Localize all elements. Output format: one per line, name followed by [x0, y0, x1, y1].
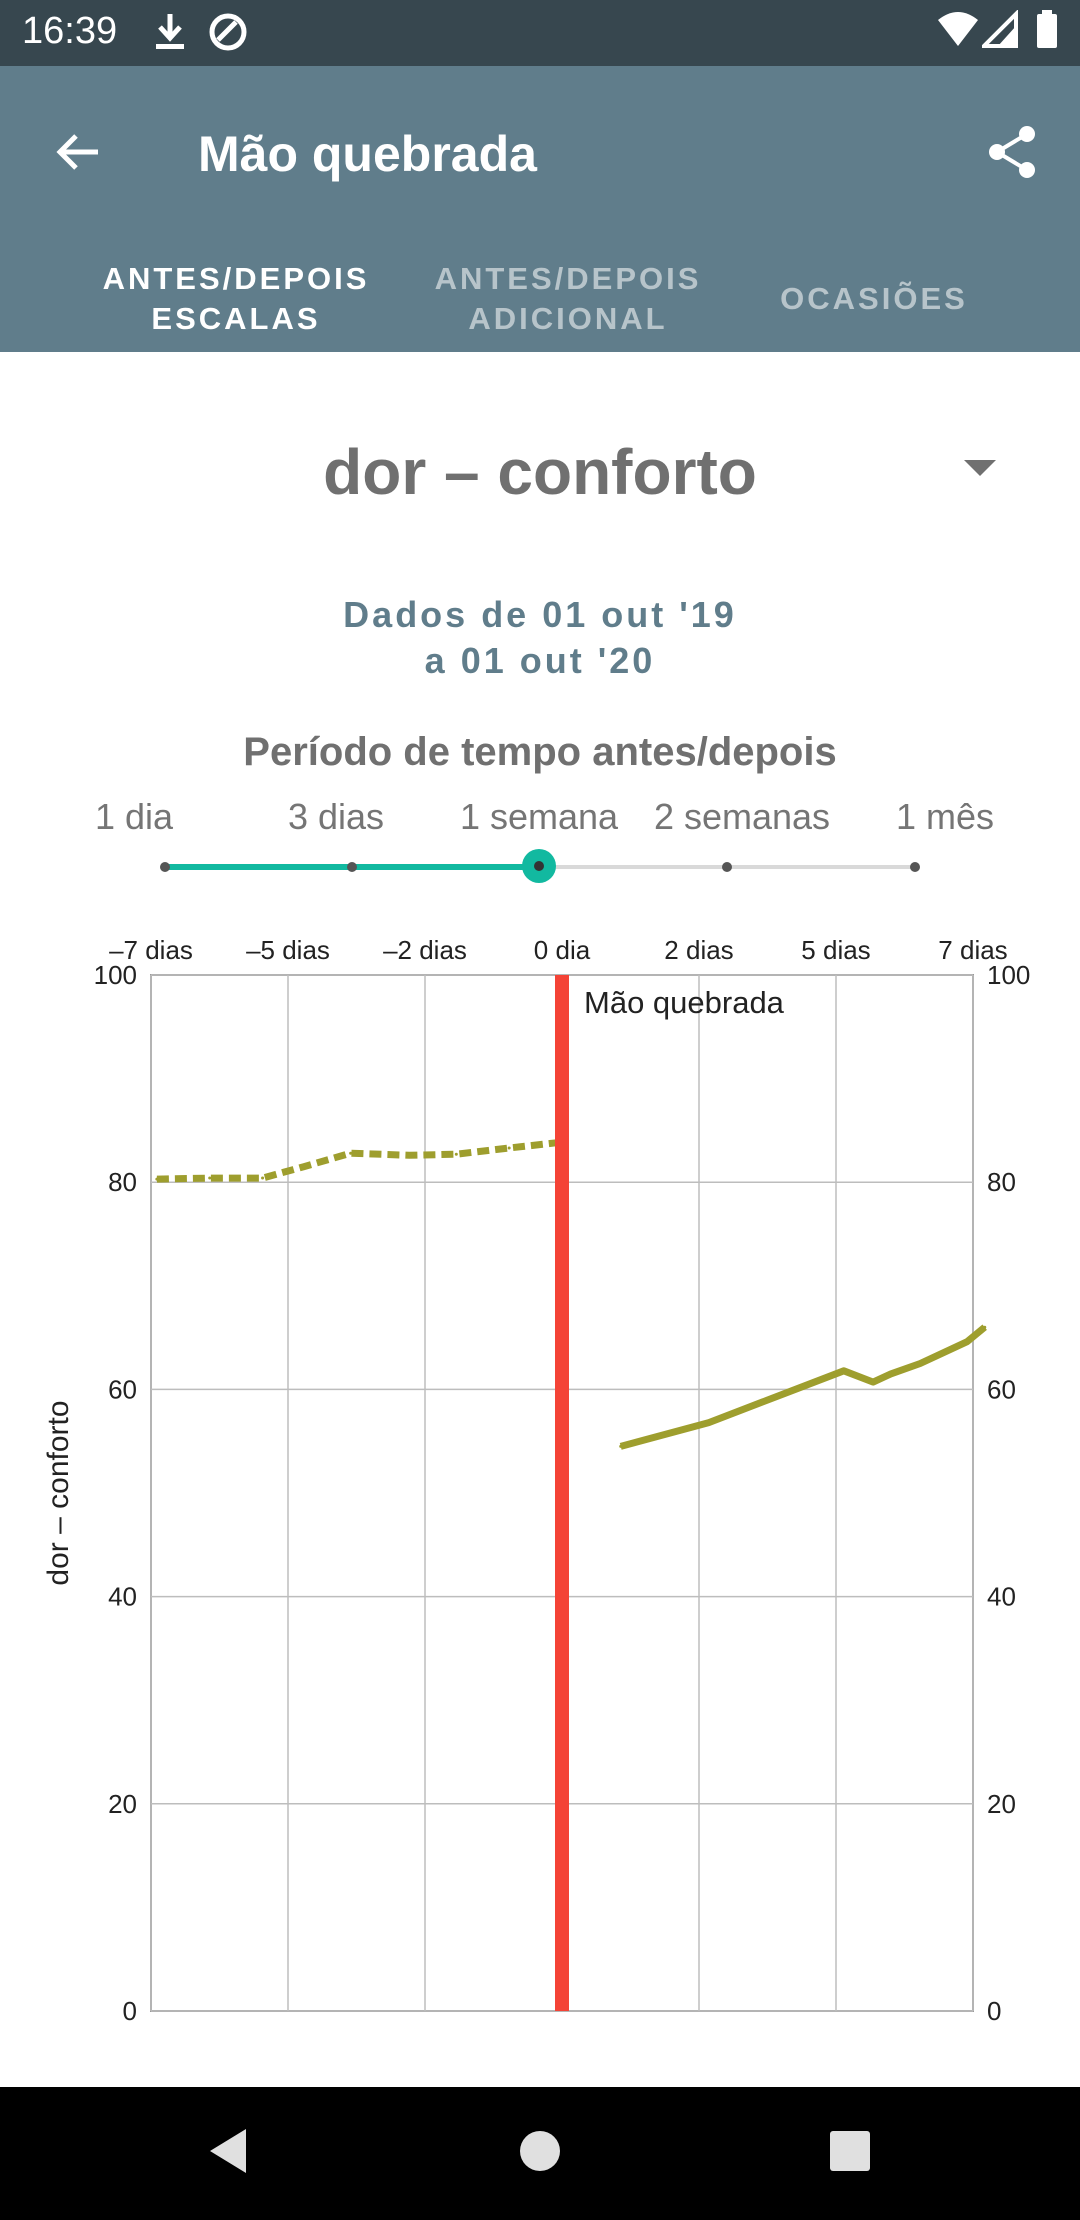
series-point	[918, 1362, 922, 1365]
download-icon	[150, 10, 190, 59]
series-point	[208, 1176, 212, 1180]
y-tick-label-right: 60	[987, 1374, 1016, 1404]
x-tick-label: –2 dias	[383, 935, 467, 965]
period-option-1-day[interactable]: 1 dia	[94, 796, 174, 837]
period-option-1-month[interactable]: 1 mês	[895, 796, 995, 837]
series-point	[507, 1146, 511, 1150]
wifi-icon	[936, 10, 980, 55]
navigation-bar	[0, 2087, 1080, 2220]
signal-icon	[979, 9, 1018, 55]
x-tick-label: –5 dias	[246, 935, 330, 965]
series-point	[842, 1369, 846, 1373]
y-tick-label-right: 20	[987, 1789, 1016, 1819]
nav-recents-button[interactable]	[810, 2113, 890, 2193]
series-line-0	[156, 1139, 557, 1183]
page-title: Mão quebrada	[198, 126, 537, 182]
y-tick-label-left: 40	[108, 1582, 137, 1612]
app-bar: Mão quebrada ANTES/DEPOIS ESCALAS ANTES/…	[0, 66, 1080, 352]
y-tick-label-left: 100	[94, 960, 137, 990]
date-range-line2: a 01 out '20	[424, 640, 656, 681]
battery-icon	[1036, 10, 1058, 55]
tab-before-after-additional[interactable]: ANTES/DEPOIS ADICIONAL	[398, 246, 738, 352]
series-point	[155, 1177, 159, 1181]
series-point	[707, 1421, 711, 1425]
slider-step-dot	[722, 862, 732, 872]
y-tick-label-right: 100	[987, 960, 1030, 990]
y-tick-label-left: 80	[108, 1167, 137, 1197]
back-button[interactable]	[40, 116, 116, 192]
series-point	[965, 1340, 969, 1344]
triangle-back-icon	[206, 2127, 250, 2180]
y-tick-label-left: 0	[123, 1996, 137, 2026]
series-point	[349, 1151, 353, 1155]
y-axis-label: dor – conforto	[42, 1400, 75, 1585]
status-bar: 16:39	[0, 0, 1080, 66]
status-time: 16:39	[22, 10, 118, 52]
tab-label-line2: ADICIONAL	[468, 301, 668, 336]
event-marker-line	[555, 975, 569, 2011]
tab-label-line2: ESCALAS	[151, 301, 321, 336]
period-slider-thumb[interactable]	[522, 849, 556, 883]
slider-step-dot	[910, 862, 920, 872]
x-tick-label: –7 dias	[109, 935, 193, 965]
period-option-3-days[interactable]: 3 dias	[287, 796, 385, 837]
tab-label-line1: ANTES/DEPOIS	[102, 261, 370, 296]
nav-back-button[interactable]	[188, 2113, 268, 2193]
series-line-1	[619, 1324, 987, 1450]
series-point	[983, 1325, 987, 1329]
tab-occasions[interactable]: OCASIÕES	[704, 246, 1044, 352]
share-button[interactable]	[975, 116, 1051, 192]
tab-label-line1: OCASIÕES	[780, 281, 968, 316]
tab-label-line1: ANTES/DEPOIS	[434, 261, 702, 296]
event-marker-label: Mão quebrada	[584, 985, 785, 1020]
y-tick-label-right: 40	[987, 1582, 1016, 1612]
series-point	[871, 1380, 875, 1384]
circle-home-icon	[518, 2129, 562, 2178]
tab-before-after-scales[interactable]: ANTES/DEPOIS ESCALAS	[66, 246, 406, 352]
chevron-down-icon	[964, 460, 996, 476]
share-icon	[985, 124, 1041, 185]
date-range: Dados de 01 out '19 a 01 out '20	[0, 592, 1080, 684]
y-tick-label-right: 0	[987, 1996, 1001, 2026]
series-point	[889, 1372, 893, 1376]
series-point	[454, 1152, 458, 1156]
y-tick-label-right: 80	[987, 1167, 1016, 1197]
slider-step-dot	[347, 862, 357, 872]
chart-area: 0 0 20 20 40 40 60 60 80 80 100 100 –7 dias –5 dias –2…	[0, 352, 1080, 2087]
y-tick-label-left: 20	[108, 1789, 137, 1819]
period-option-1-week[interactable]: 1 semana	[459, 796, 619, 837]
sync-icon	[206, 10, 250, 59]
period-option-2-weeks[interactable]: 2 semanas	[653, 796, 831, 837]
period-title: Período de tempo antes/depois	[243, 730, 837, 774]
metric-dropdown[interactable]: dor – conforto	[0, 422, 1080, 522]
x-tick-label: 5 dias	[801, 935, 870, 965]
date-range-line1: Dados de 01 out '19	[343, 594, 737, 635]
x-tick-label: 2 dias	[664, 935, 733, 965]
content-area: dor – conforto Dados de 01 out '19 a 01 …	[0, 352, 1080, 2087]
square-recents-icon	[828, 2129, 872, 2178]
nav-home-button[interactable]	[500, 2113, 580, 2193]
slider-thumb-dot	[534, 861, 544, 871]
x-tick-label: 7 dias	[938, 935, 1007, 965]
series-point	[302, 1165, 306, 1169]
series-point	[619, 1444, 623, 1448]
y-tick-label-left: 60	[108, 1374, 137, 1404]
x-tick-label: 0 dia	[534, 935, 591, 965]
slider-step-dot	[160, 862, 170, 872]
series-point	[407, 1153, 411, 1157]
metric-selected-label: dor – conforto	[323, 436, 757, 508]
series-point	[261, 1176, 265, 1180]
arrow-left-icon	[54, 128, 102, 181]
